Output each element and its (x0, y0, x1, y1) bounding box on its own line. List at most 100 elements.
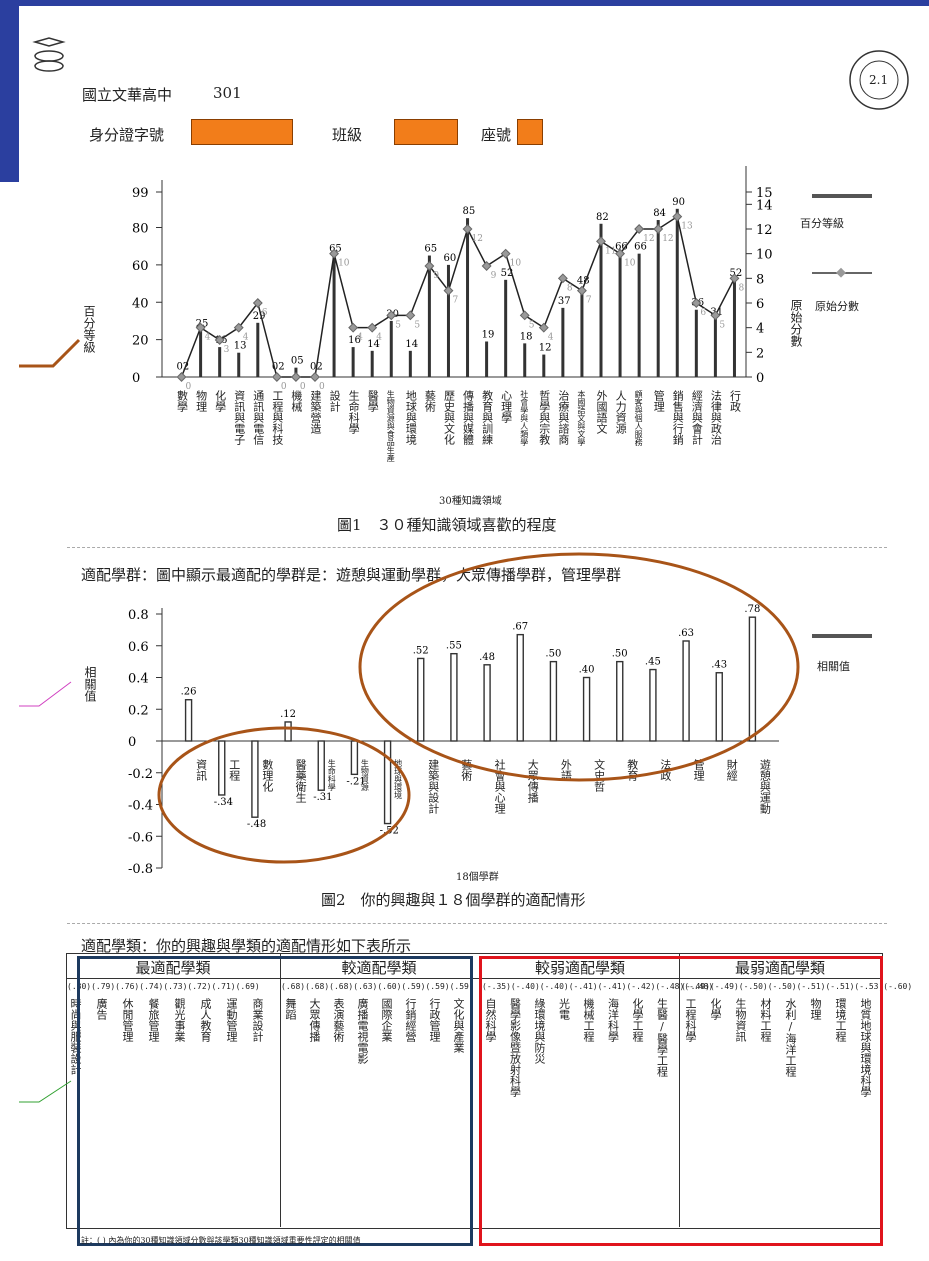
fig2-legend-swatch (812, 634, 872, 638)
fig2-category-label: 生命科學 (327, 759, 337, 791)
fig1-raw-score-point (195, 322, 206, 333)
fig1-bar (542, 354, 546, 377)
table-dept-item: 餐旅管理 (147, 998, 160, 1042)
fig2-bar (616, 660, 624, 742)
corr-row-best: (.80)(.79)(.76)(.74)(.73)(.72)(.71)(.69) (67, 982, 260, 991)
fig1-category-label: 法律與政治 (709, 390, 723, 445)
fig1-raw-score-label: 3 (224, 345, 230, 355)
fig1-bar-label: 12 (539, 343, 552, 354)
fig2-bar-label: .78 (744, 604, 760, 615)
fig1-xlabel: 30種知識領域 (439, 496, 502, 507)
fig2-bar-label: -.31 (313, 792, 332, 803)
fig1-raw-score-point (252, 298, 263, 308)
fig1-raw-score-label: 0 (281, 382, 287, 392)
fig1-raw-score-point (615, 248, 626, 259)
fig2-bar (582, 676, 591, 742)
fig1-category-label: 工程與科技 (270, 390, 284, 445)
fig1-bar-label: 18 (520, 331, 533, 342)
fig2-category-label: 資訊 (194, 759, 208, 781)
fig1-bar (618, 253, 622, 377)
fig2-category-label: 文史哲 (592, 759, 606, 792)
fig1-bar (199, 330, 203, 377)
fig2-category-label: 財經 (725, 759, 739, 781)
fig1-category-label: 建築營造 (309, 390, 322, 434)
fig1-raw-score-point (672, 211, 683, 222)
fig1-raw-score-point (271, 372, 282, 382)
fig1-right-tick-label: 12 (756, 223, 773, 238)
highlight-box-fit (77, 956, 473, 1246)
annotation-overlay (19, 338, 800, 1103)
fig2-bar-label: .50 (545, 649, 561, 660)
table-dept-item: 醫學影像暨放射科學 (508, 998, 522, 1097)
fig1-raw-score-label: 5 (395, 320, 401, 330)
fig1-right-axis-label: 原始分數 (789, 299, 803, 347)
fig2-bar-label: .48 (479, 652, 495, 663)
fig1-raw-score-label: 13 (681, 222, 693, 232)
fig1-bar-label: 13 (234, 341, 247, 352)
fig2-ylabel: 相關值 (83, 666, 97, 702)
fig1-raw-score-point (329, 248, 340, 259)
fig2-category-label: 地球與環境 (393, 759, 403, 799)
fig2-category-label: 外語 (559, 759, 573, 781)
fig2-bar-label: -.21 (346, 776, 365, 787)
fig2-bar-label: -.34 (214, 797, 233, 808)
table-dept-item: 舞蹈 (284, 998, 297, 1020)
fig1-raw-score-point (634, 224, 645, 234)
fig1-bar (637, 253, 641, 377)
fig1-raw-score-point (481, 261, 492, 271)
fig1-category-label: 教育與訓練 (480, 390, 494, 445)
fig1-category-label: 通訊與電信 (251, 390, 265, 445)
table-head-weakest: 最弱適配學類 (734, 959, 825, 977)
table-head-weak: 較弱適配學類 (534, 959, 625, 977)
fig1-bar-label: 60 (443, 253, 456, 264)
fig1-category-label: 機械 (289, 390, 303, 412)
fig1-category-label: 顧客與個人服務 (634, 390, 644, 446)
fig1-bar-label: 25 (196, 318, 209, 329)
fig1-category-label: 歷史與文化 (442, 390, 456, 445)
fig1-bar (256, 322, 260, 377)
fit-dept-text: 適配學類：你的興趣與學類的適配情形如下表所示 (81, 937, 412, 955)
table-dept-item: 國際企業 (380, 998, 393, 1042)
fig1-bar-label: 16 (348, 335, 361, 346)
fig1-category-label: 社會學與人類學 (519, 390, 529, 446)
divider (67, 547, 887, 548)
table-head-best: 最適配學類 (135, 959, 211, 977)
fig2-bar (450, 652, 458, 742)
top-border (0, 0, 929, 6)
table-dept-item: 大眾傳播 (308, 998, 321, 1042)
fig1-raw-score-label: 6 (262, 308, 268, 318)
fig1-raw-score-label: 9 (433, 271, 439, 281)
fig1-category-label: 治療與諮商 (556, 390, 570, 445)
fig1-bar-label: 02 (272, 361, 285, 372)
fig1-left-tick-label: 80 (132, 222, 149, 237)
fig1-category-label: 設計 (328, 390, 342, 412)
table-dept-item: 工程科學 (684, 998, 697, 1042)
fig2-bar (383, 740, 392, 825)
table-dept-item: 生物資訊 (734, 998, 747, 1042)
fig2-y-tick-label: 0 (128, 735, 136, 750)
footnote: 註：( ) 內為你的30種知識領域分數與該學類30種知識領域重要性評定的相關值 (81, 1236, 361, 1245)
fig1-bar-label: 82 (596, 212, 609, 223)
highlight-box-weak (479, 956, 883, 1246)
fig1-bar-label: 52 (501, 268, 514, 279)
corr-row-weak: (-.35)(-.40)(-.40)(-.41)(-.41)(-.42)(-.4… (482, 982, 714, 991)
table-head-line (66, 978, 881, 979)
fig1-bar (466, 218, 470, 377)
class-label: 班級 (332, 126, 363, 144)
fig2-xlabel: 18個學群 (456, 872, 499, 883)
fig2-bar (284, 721, 292, 742)
fig1-raw-score-point (405, 310, 416, 321)
fig1-raw-score-label: 4 (205, 333, 211, 343)
corr-row-weakest: (-.49)(-.49)(-.50)(-.50)(-.51)(-.51)(-.5… (681, 982, 913, 991)
fig1-bar (370, 350, 374, 377)
table-dept-item: 地質地球與環境科學 (859, 998, 872, 1097)
fig2-bar (516, 633, 524, 742)
table-dept-item: 水利/海洋工程 (784, 998, 797, 1077)
fig1-raw-score-point (462, 224, 473, 234)
fig2-bar-label: .52 (413, 645, 429, 656)
fig1-bar (446, 264, 450, 377)
fig1-raw-score-point (424, 261, 435, 271)
fig1-raw-score-label: 8 (738, 283, 744, 293)
fig1-bar-label: 66 (634, 242, 647, 253)
fig1-bar (732, 279, 736, 377)
